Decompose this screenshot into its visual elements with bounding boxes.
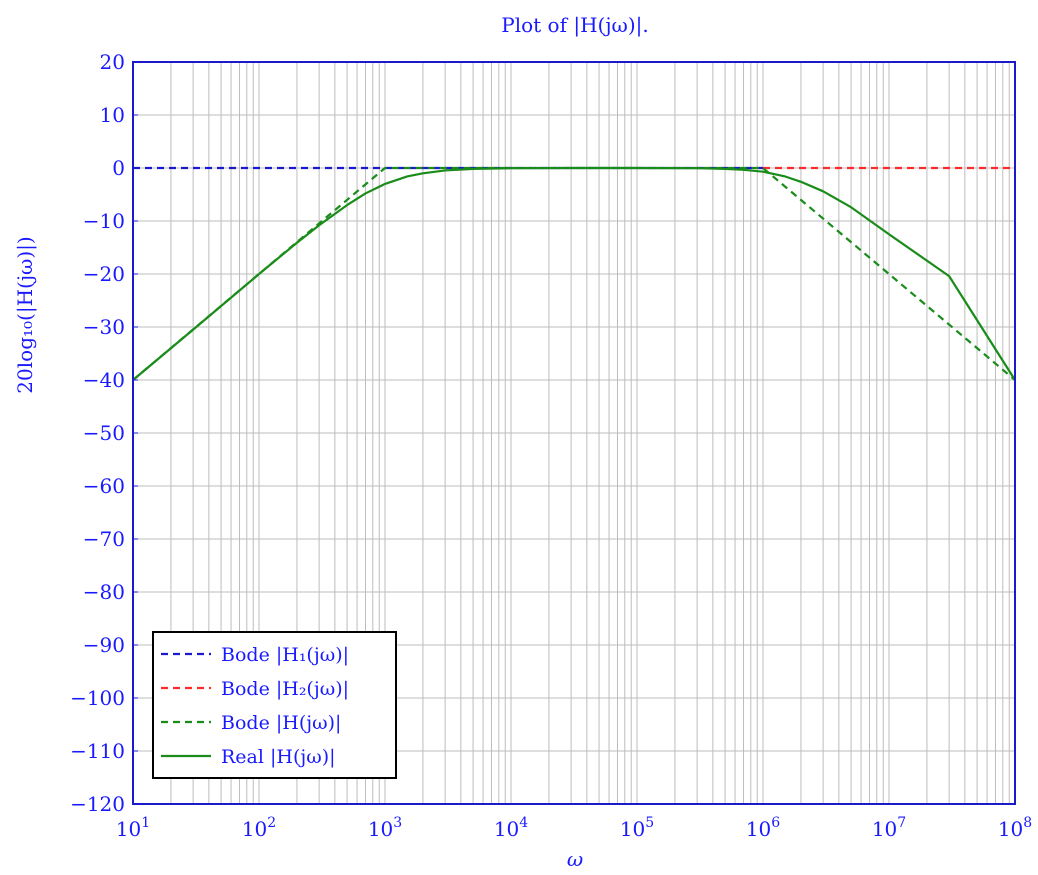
series-layer xyxy=(132,166,1016,381)
x-tick-labels: 101 102 103 104 105 106 107 108 xyxy=(116,815,1032,841)
y-tick-label: 0 xyxy=(112,156,125,180)
x-tick-label: 101 xyxy=(116,815,150,841)
legend-label: Bode |H₂(jω)| xyxy=(221,678,349,700)
x-axis-label: ω xyxy=(567,847,583,871)
chart-title: Plot of |H(jω)|. xyxy=(501,13,648,38)
series-line-4 xyxy=(132,166,1016,381)
y-tick-label: −50 xyxy=(83,421,125,445)
grid xyxy=(132,61,1016,805)
y-tick-labels: 20 10 0 −10 −20 −30 −40 −50 −60 −70 −80 −90 −100 −110… xyxy=(70,50,138,816)
legend-label: Real |H(jω)| xyxy=(221,746,336,768)
y-tick-label: −70 xyxy=(83,527,125,551)
y-tick-label: −110 xyxy=(70,739,125,763)
y-tick-label: −30 xyxy=(83,315,125,339)
x-tick-label: 104 xyxy=(494,815,528,841)
x-tick-label: 102 xyxy=(242,815,276,841)
y-tick-label: −100 xyxy=(70,686,125,710)
legend: Bode |H₁(jω)| Bode |H₂(jω)| Bode |H(jω)| Re… xyxy=(152,631,397,779)
y-tick-label: −120 xyxy=(70,792,125,816)
legend-box xyxy=(152,631,397,779)
x-tick-label: 108 xyxy=(998,815,1032,841)
legend-label: Bode |H₁(jω)| xyxy=(221,644,349,666)
y-tick-label: 20 xyxy=(100,50,125,74)
y-tick-label: −20 xyxy=(83,262,125,286)
x-tick-label: 106 xyxy=(746,815,780,841)
y-tick-label: −60 xyxy=(83,474,125,498)
x-tick-label: 105 xyxy=(620,815,654,841)
y-tick-label: −10 xyxy=(83,209,125,233)
x-tick-label: 103 xyxy=(368,815,402,841)
legend-label: Bode |H(jω)| xyxy=(221,712,341,734)
x-tick-label: 107 xyxy=(872,815,906,841)
y-tick-label: −80 xyxy=(83,580,125,604)
y-tick-label: −40 xyxy=(83,368,125,392)
y-tick-label: −90 xyxy=(83,633,125,657)
y-axis-label: 20log₁₀(|H(jω)|) xyxy=(13,236,38,393)
y-tick-label: 10 xyxy=(100,103,125,127)
